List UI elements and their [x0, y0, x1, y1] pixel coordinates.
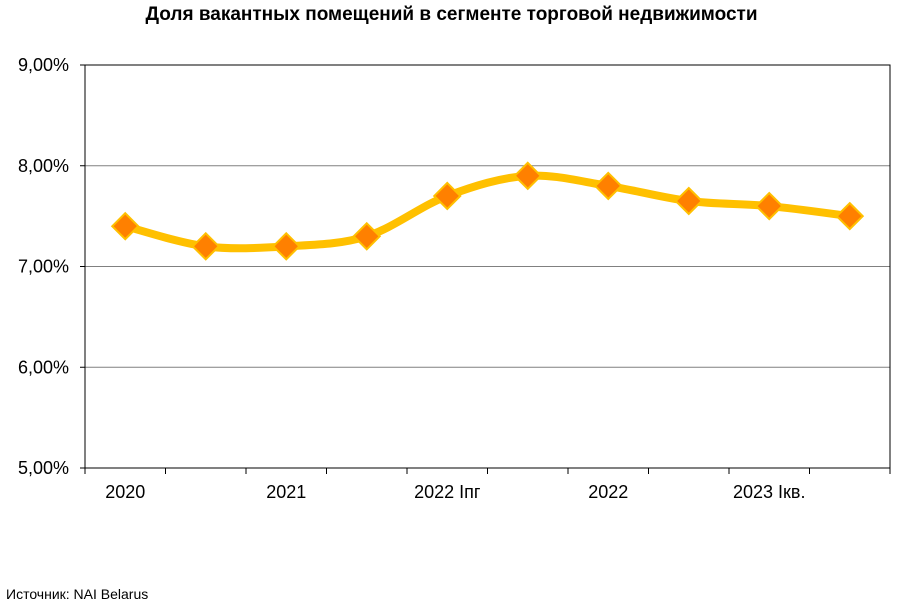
data-point-marker	[432, 181, 462, 211]
y-axis: 5,00% 6,00% 7,00% 8,00% 9,00%	[18, 55, 85, 478]
y-tick-label: 5,00%	[18, 458, 69, 478]
data-point-marker	[271, 231, 301, 261]
data-point-marker	[835, 201, 865, 231]
data-point-marker	[191, 231, 221, 261]
x-tick-label: 2023 Iкв.	[733, 482, 805, 502]
y-tick-label: 8,00%	[18, 156, 69, 176]
series-line	[121, 171, 854, 253]
x-tick-label: 2022	[588, 482, 628, 502]
data-point-marker	[593, 171, 623, 201]
data-point-marker	[352, 221, 382, 251]
y-tick-label: 6,00%	[18, 357, 69, 377]
x-axis: 2020 2021 2022 Iпг 2022 2023 Iкв.	[84, 468, 891, 502]
x-tick-label: 2020	[105, 482, 145, 502]
data-point-marker	[754, 191, 784, 221]
data-points	[110, 161, 865, 261]
data-point-marker	[110, 211, 140, 241]
gridlines	[85, 165, 890, 368]
y-tick-label: 9,00%	[18, 55, 69, 75]
source-note: Источник: NAI Belarus	[6, 586, 149, 602]
y-tick-label: 7,00%	[18, 257, 69, 277]
chart-title: Доля вакантных помещений в сегменте торг…	[145, 4, 758, 25]
data-point-marker	[513, 161, 543, 191]
data-point-marker	[674, 186, 704, 216]
x-tick-label: 2022 Iпг	[414, 482, 481, 502]
x-tick-label: 2021	[266, 482, 306, 502]
